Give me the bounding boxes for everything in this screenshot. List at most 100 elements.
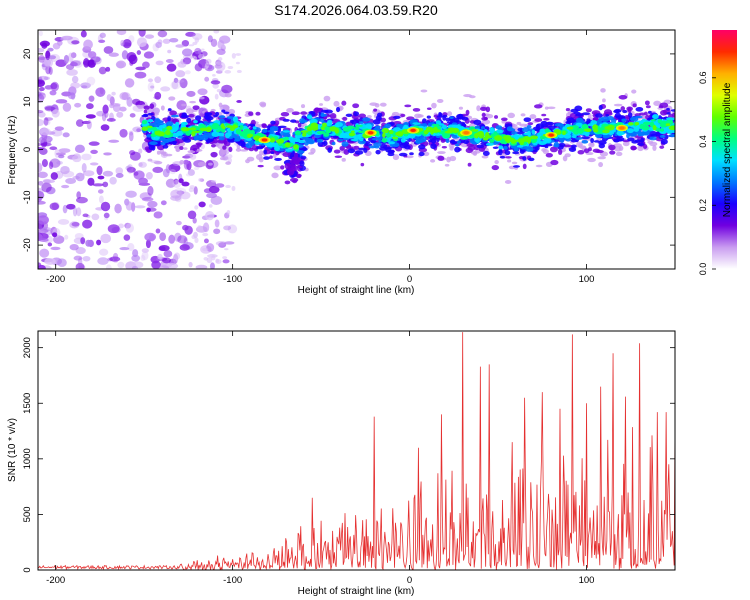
echo-blob (388, 129, 394, 135)
noise-blob (192, 41, 198, 46)
noise-blob (167, 49, 172, 54)
noise-blob (82, 170, 95, 177)
echo-blob (220, 148, 227, 155)
echo-blob (165, 153, 173, 157)
echo-blob (350, 130, 355, 133)
echo-blob (482, 137, 489, 141)
noise-blob (38, 54, 45, 63)
echo-blob (294, 134, 304, 139)
echo-blob (354, 126, 360, 131)
echo-blob (442, 132, 449, 138)
noise-blob (222, 256, 228, 260)
echo-blob (621, 118, 627, 122)
echo-blob (407, 133, 416, 139)
noise-blob (68, 52, 74, 63)
echo-blob (375, 115, 382, 121)
noise-blob (184, 225, 193, 235)
echo-blob (218, 118, 226, 125)
noise-blob (89, 162, 99, 166)
noise-blob (208, 162, 213, 166)
echo-blob (644, 100, 650, 106)
noise-blob (63, 54, 70, 64)
noise-blob (221, 84, 233, 94)
noise-blob (216, 48, 226, 55)
echo-blob (396, 123, 401, 128)
noise-blob (38, 92, 46, 100)
echo-blob (319, 103, 324, 106)
echo-blob (527, 122, 534, 126)
noise-blob (197, 225, 202, 230)
echo-blob (567, 111, 572, 115)
noise-blob (175, 70, 186, 78)
echo-blob (296, 150, 305, 154)
noise-blob (38, 233, 43, 241)
noise-blob (183, 159, 190, 165)
noise-blob (41, 159, 48, 168)
echo-blob (189, 100, 197, 104)
echo-blob (252, 126, 257, 130)
noise-blob (95, 87, 106, 97)
echo-blob (660, 109, 668, 116)
echo-blob (541, 113, 547, 117)
spectrogram-y-tick-label: 0 (22, 147, 33, 152)
echo-blob (590, 138, 595, 143)
echo-blob (608, 144, 616, 151)
noise-blob (38, 171, 48, 179)
echo-blob (485, 142, 495, 146)
noise-blob (155, 228, 161, 234)
echo-blob (423, 129, 429, 135)
noise-blob (210, 195, 223, 205)
noise-blob (43, 76, 51, 81)
noise-blob (76, 207, 82, 217)
echo-blob (631, 89, 637, 94)
echo-blob (181, 112, 187, 117)
echo-blob (233, 139, 241, 142)
noise-blob (166, 63, 177, 72)
noise-blob (188, 187, 194, 193)
echo-blob (523, 132, 532, 136)
echo-blob (494, 115, 499, 119)
noise-blob (55, 152, 66, 156)
noise-blob (125, 201, 133, 211)
echo-blob (175, 147, 180, 152)
spectrogram-y-label: Frequency (Hz) (7, 116, 18, 185)
echo-blob (173, 133, 181, 136)
echo-blob (467, 145, 476, 151)
echo-blob (545, 153, 553, 158)
noise-blob (160, 86, 171, 92)
noise-blob (194, 237, 199, 244)
echo-blob (635, 115, 643, 119)
echo-blob (570, 139, 578, 143)
noise-blob (162, 257, 171, 264)
echo-blob (153, 161, 163, 165)
noise-blob (212, 73, 216, 77)
echo-blob (358, 113, 367, 119)
echo-blob (353, 111, 360, 117)
noise-blob (96, 110, 105, 117)
noise-blob (38, 200, 46, 205)
echo-blob (263, 149, 267, 155)
noise-blob (147, 185, 154, 196)
noise-blob (65, 178, 77, 184)
echo-blob (602, 98, 606, 103)
echo-blob (348, 132, 356, 136)
echo-blob (270, 120, 276, 125)
echo-blob (304, 141, 309, 146)
noise-blob (82, 255, 91, 262)
noise-blob (38, 75, 49, 81)
snr-panel: -200 -100 0 100 0 500 1000 1500 2000 Height of … (7, 330, 676, 597)
echo-blob (280, 165, 285, 170)
echo-blob (295, 157, 301, 162)
echo-blob (381, 126, 391, 129)
noise-blob (138, 148, 143, 154)
echo-blob (600, 88, 606, 93)
noise-blob (134, 205, 146, 209)
echo-blob (481, 116, 488, 121)
colorbar: 0.0 0.2 0.4 0.6 Normalized spectral amplitu… (698, 30, 737, 275)
noise-blob (152, 166, 164, 173)
noise-blob (193, 186, 198, 195)
echo-blob (620, 106, 626, 111)
echo-blob (531, 129, 536, 135)
noise-blob (227, 65, 234, 70)
echo-blob (418, 151, 425, 157)
